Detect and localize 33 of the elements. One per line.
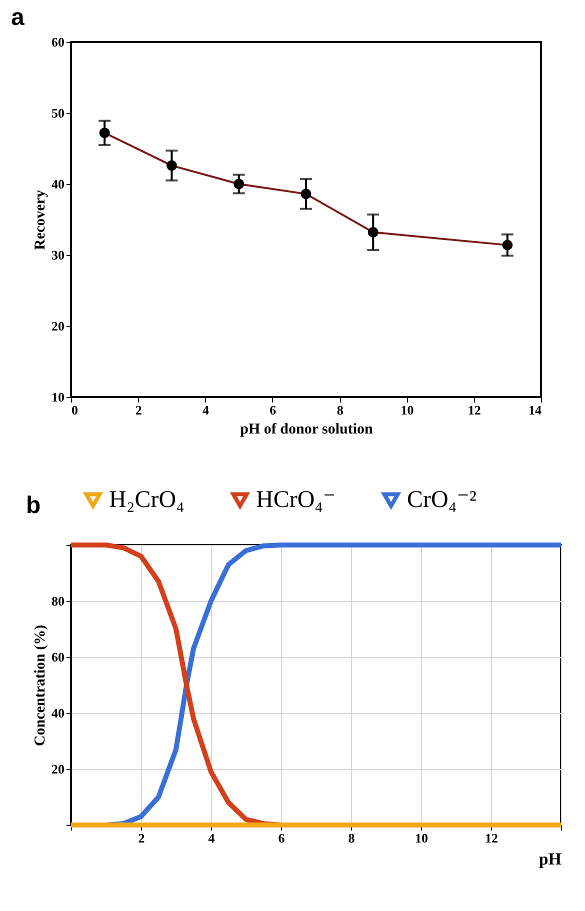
x-tick-label: 8 [348,830,356,846]
y-tick-label: 30 [52,248,64,262]
x-tick-label: 12 [485,830,498,846]
x-tick-label: 6 [270,402,277,418]
y-tick-label: 40 [52,176,64,192]
y-tick-label: 60 [52,650,64,664]
x-tick-label: 2 [135,402,142,418]
y-tick-label: 80 [52,594,64,608]
x-tick-label: 10 [400,402,414,418]
y-tick-label: 60 [52,34,64,50]
x-tick-label: 2 [138,830,145,846]
y-tick-label: 20 [52,318,64,334]
x-tick-label: 10 [415,830,428,846]
x-tick-label: 8 [336,402,344,418]
y-axis-title: Recovery [32,190,48,250]
x-axis-title: pH [538,850,562,868]
x-tick-label: 14 [528,402,542,418]
y-tick-label: 10 [52,390,64,404]
x-tick-label: 4 [208,830,216,846]
x-tick-label: 6 [278,830,286,846]
legend-label: HCrO₄⁻ [256,487,336,514]
y-axis-title: Concentration (%) [32,624,48,746]
x-tick-label: 4 [202,402,210,418]
legend-label: H₂CrO₄ [109,487,184,514]
y-tick-label: 20 [52,762,64,776]
x-tick-label: 0 [72,402,78,418]
legend-label: CrO₄⁻² [407,487,477,514]
x-tick-label: 12 [468,402,481,418]
y-tick-label: 40 [52,706,64,720]
chart-title: a [11,4,25,31]
x-axis-title: pH of donor solution [240,422,374,438]
y-tick-label: 50 [52,106,64,120]
chart-title: b [26,492,41,519]
